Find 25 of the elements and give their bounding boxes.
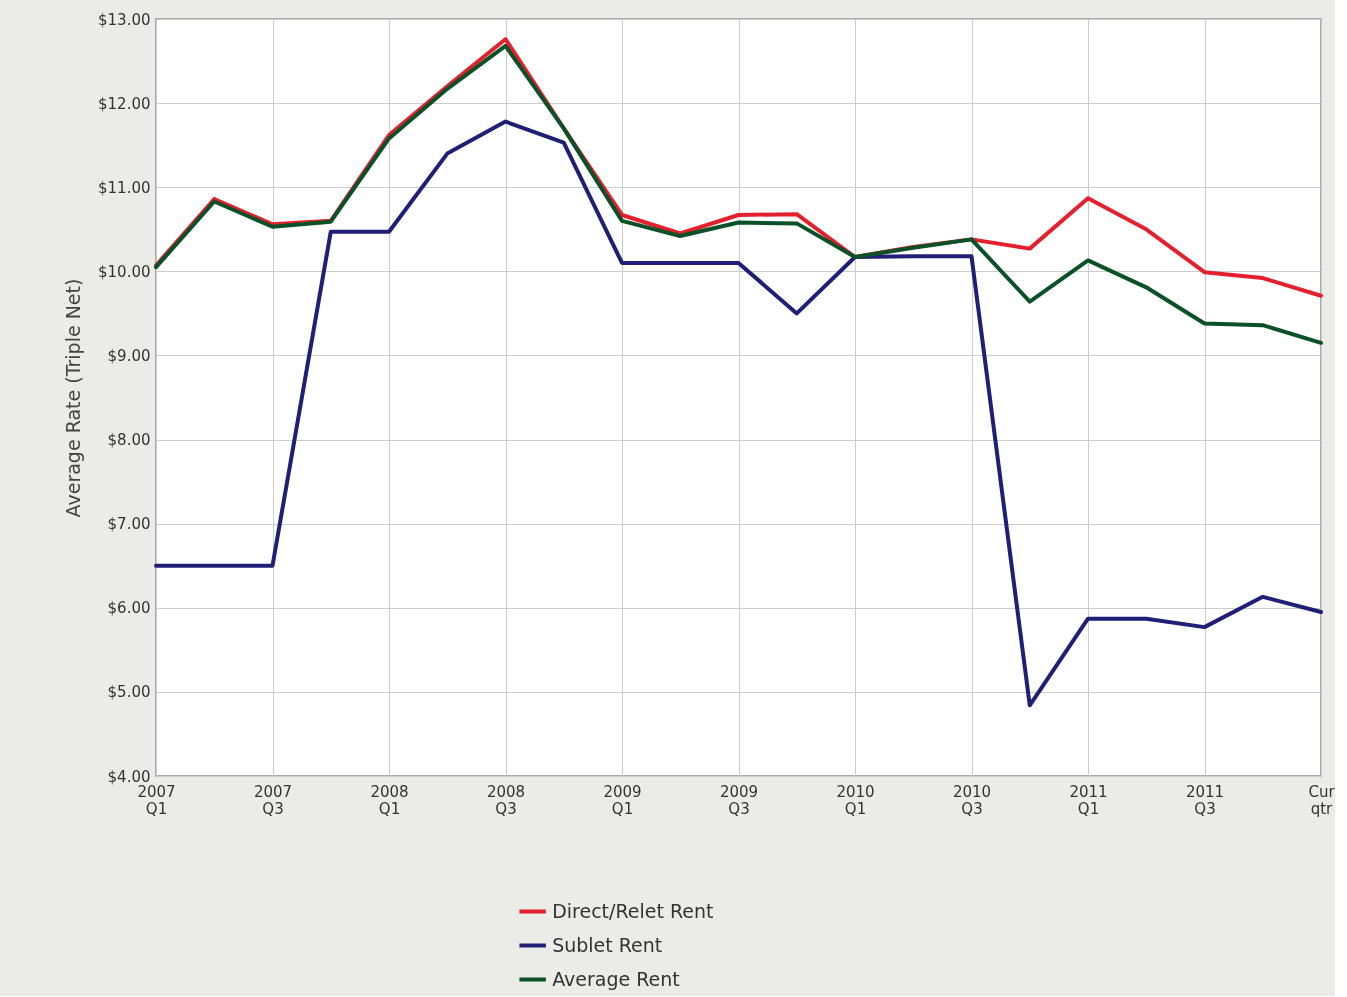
x-tick-label: 2010 Q1	[836, 782, 875, 818]
y-tick-label: $5.00	[107, 683, 151, 702]
y-tick-label: $10.00	[98, 262, 151, 281]
x-tick-label: 2011 Q1	[1069, 782, 1108, 818]
legend-label: Direct/Relet Rent	[552, 899, 714, 922]
y-tick-label: $7.00	[107, 515, 151, 534]
y-tick-label: $9.00	[107, 346, 151, 365]
line-series	[154, 119, 1323, 708]
legend-label: Sublet Rent	[552, 933, 663, 956]
y-tick-label: $13.00	[98, 10, 151, 29]
x-tick-label: Cur qtr	[1308, 782, 1336, 818]
y-tick-label: $6.00	[107, 599, 151, 618]
x-tick-label: 2009 Q1	[603, 782, 642, 818]
line-series	[154, 43, 1323, 345]
legend-label: Average Rent	[552, 967, 680, 990]
x-tick-label: 2009 Q3	[719, 782, 759, 818]
x-tick-label: 2008 Q3	[486, 782, 526, 818]
y-axis-title: Average Rate (Triple Net)	[62, 278, 85, 518]
y-tick-label: $11.00	[98, 178, 151, 197]
x-tick-label: 2008 Q1	[370, 782, 409, 818]
y-tick-label: $8.00	[107, 431, 151, 450]
y-tick-label: $12.00	[98, 94, 151, 113]
x-tick-label: 2010 Q3	[952, 782, 992, 818]
x-tick-label: 2007 Q3	[253, 782, 293, 818]
x-tick-label: 2011 Q3	[1185, 782, 1225, 818]
